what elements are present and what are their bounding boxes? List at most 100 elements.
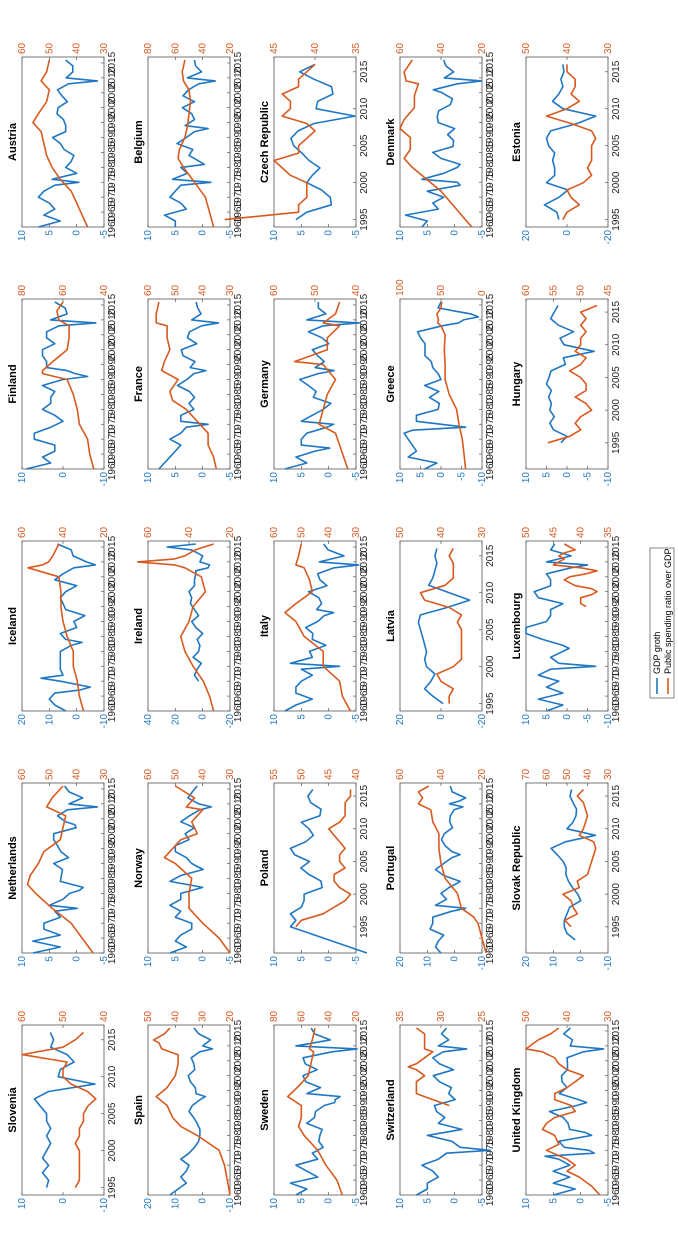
x-tick-label: 1960	[107, 699, 118, 722]
panel-norway: Norway1960196519701975198019851990199520…	[133, 768, 244, 967]
panel-frame	[525, 782, 609, 954]
spending-series-line	[419, 548, 463, 704]
x-tick-label: 1980	[359, 398, 370, 421]
gdp-series-line	[169, 1027, 214, 1196]
panel-frame	[21, 1024, 105, 1196]
x-tick-label: 1985	[485, 867, 496, 890]
panel-ireland: Ireland196019651970197519801985199019952…	[133, 526, 244, 728]
x-tick-label: 1995	[107, 837, 118, 860]
x-tick-label: 2015	[359, 293, 370, 316]
x-tick-label: 1980	[107, 398, 118, 421]
panel-title: Norway	[133, 847, 145, 888]
panel-title: Slovenia	[7, 1087, 19, 1133]
x-tick-label: 1970	[359, 428, 370, 451]
left-tick-label: 10	[143, 956, 154, 968]
x-tick-label: 1990	[107, 368, 118, 391]
panel-frame	[147, 782, 231, 954]
spending-series-line	[27, 543, 85, 712]
left-tick-label: -10	[99, 714, 110, 729]
x-tick-label: 2010	[611, 550, 622, 573]
spending-series-line	[163, 785, 231, 954]
spending-series-line	[436, 301, 467, 470]
panel-luxembourg: Luxembourg 196019651970197519801985199019…	[511, 526, 622, 728]
x-tick-label: 1960	[611, 699, 622, 722]
x-tick-label: 2005	[359, 323, 370, 346]
right-tick-label: 60	[17, 768, 28, 780]
x-tick-label: 1975	[359, 655, 370, 678]
x-tick-label: 2005	[107, 1102, 118, 1125]
spending-series-line	[293, 301, 349, 470]
left-tick-label: 5	[296, 956, 307, 962]
x-tick-label: 1965	[107, 201, 118, 224]
x-tick-label: 2000	[107, 822, 118, 845]
x-tick-label: 1970	[107, 428, 118, 451]
left-tick-label: 0	[198, 714, 209, 720]
right-tick-label: 50	[143, 1010, 154, 1022]
panel-finland: Finland196019651970197519801985199019952…	[7, 284, 118, 486]
panel-frame	[147, 298, 231, 470]
right-tick-label: 50	[521, 1010, 532, 1022]
panel-title: Luxembourg	[511, 593, 523, 660]
panel-title: Germany	[259, 359, 271, 408]
x-tick-label: 1985	[107, 867, 118, 890]
left-tick-label: 5	[296, 230, 307, 236]
right-tick-label: 40	[436, 42, 447, 54]
x-tick-label: 1985	[359, 625, 370, 648]
spending-series-line	[547, 304, 598, 444]
panel-title: Belgium	[133, 120, 145, 164]
x-tick-label: 1985	[233, 1109, 244, 1132]
left-tick-label: 0	[72, 714, 83, 720]
x-tick-label: 2005	[359, 850, 370, 873]
left-tick-label: 5	[542, 714, 553, 720]
x-tick-label: 2015	[359, 1019, 370, 1042]
left-tick-label: 0	[562, 472, 573, 478]
left-tick-label: 5	[170, 956, 181, 962]
spending-series-line	[525, 1027, 601, 1196]
panel-latvia: Latvia 1995 2000 2005 2010 2015 20 0 -20 50 40 30	[385, 526, 496, 728]
x-tick-label: 1985	[611, 625, 622, 648]
spending-series-line	[155, 301, 218, 470]
x-tick-label: 2005	[233, 1049, 244, 1072]
x-tick-label: 2015	[485, 293, 496, 316]
x-tick-label: 1975	[233, 171, 244, 194]
x-tick-label: 1965	[485, 443, 496, 466]
x-tick-label: 2000	[359, 1064, 370, 1087]
x-tick-label: 2015	[107, 51, 118, 74]
x-tick-label: 1960	[233, 1183, 244, 1206]
x-tick-label: 1960	[485, 457, 496, 480]
left-tick-label: 0	[324, 714, 335, 720]
x-tick-label: 2000	[233, 1064, 244, 1087]
gdp-series-line	[40, 543, 97, 712]
panel-title: Hungary	[511, 361, 523, 407]
x-tick-label: 2000	[359, 883, 370, 906]
right-tick-label: 80	[143, 42, 154, 54]
x-tick-label: 1995	[233, 837, 244, 860]
right-tick-label: 60	[170, 42, 181, 54]
x-tick-label: 1960	[233, 457, 244, 480]
x-tick-label: 1970	[611, 1154, 622, 1177]
x-tick-label: 1970	[485, 912, 496, 935]
x-tick-label: 1975	[107, 413, 118, 436]
panel-frame	[273, 782, 357, 954]
panel-title: France	[133, 366, 145, 402]
right-tick-label: 40	[576, 526, 587, 538]
left-tick-label: 10	[269, 472, 280, 484]
spending-series-line	[552, 543, 598, 608]
x-tick-label: 2010	[359, 817, 370, 840]
x-tick-label: 1995	[107, 595, 118, 618]
right-tick-label: 60	[269, 284, 280, 296]
x-tick-label: 2000	[611, 1064, 622, 1087]
x-tick-label: 2005	[485, 807, 496, 830]
left-tick-label: 10	[395, 472, 406, 484]
right-tick-label: 40	[324, 526, 335, 538]
left-tick-label: 10	[17, 230, 28, 242]
panel-title: Portugal	[385, 846, 397, 891]
right-tick-label: 50	[521, 42, 532, 54]
panel-united-kingdom: United Kingdom19601965197019751980198519…	[511, 1010, 622, 1209]
x-tick-label: 1985	[485, 383, 496, 406]
x-tick-label: 1975	[485, 897, 496, 920]
x-tick-label: 2015	[107, 293, 118, 316]
spending-series-line	[399, 59, 473, 228]
gdp-series-line	[417, 548, 471, 705]
